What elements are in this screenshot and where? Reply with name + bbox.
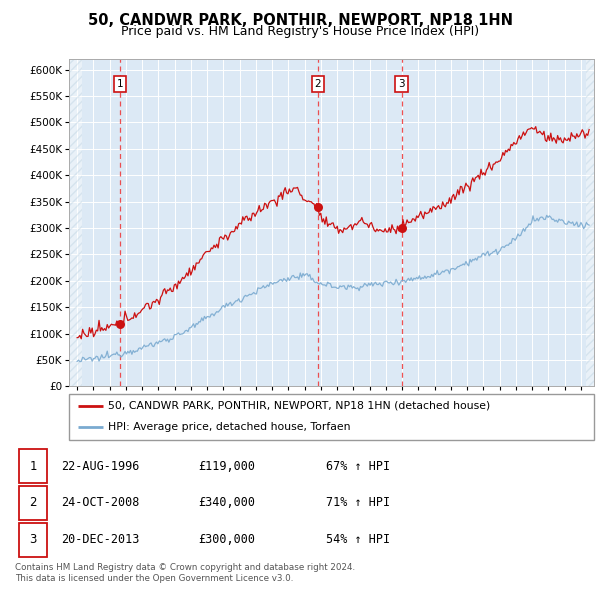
Text: HPI: Average price, detached house, Torfaen: HPI: Average price, detached house, Torf… (109, 422, 351, 432)
Text: 2: 2 (314, 79, 321, 89)
FancyBboxPatch shape (19, 449, 47, 483)
Text: 54% ↑ HPI: 54% ↑ HPI (326, 533, 391, 546)
Text: 67% ↑ HPI: 67% ↑ HPI (326, 460, 391, 473)
Text: 2: 2 (29, 496, 37, 510)
Text: 3: 3 (29, 533, 37, 546)
Text: 50, CANDWR PARK, PONTHIR, NEWPORT, NP18 1HN: 50, CANDWR PARK, PONTHIR, NEWPORT, NP18 … (88, 13, 512, 28)
Text: Contains HM Land Registry data © Crown copyright and database right 2024.
This d: Contains HM Land Registry data © Crown c… (15, 563, 355, 583)
Text: £119,000: £119,000 (198, 460, 255, 473)
Text: 3: 3 (398, 79, 405, 89)
Text: 1: 1 (29, 460, 37, 473)
Text: £300,000: £300,000 (198, 533, 255, 546)
Text: 71% ↑ HPI: 71% ↑ HPI (326, 496, 391, 510)
FancyBboxPatch shape (69, 394, 594, 440)
Text: 22-AUG-1996: 22-AUG-1996 (61, 460, 140, 473)
Text: 50, CANDWR PARK, PONTHIR, NEWPORT, NP18 1HN (detached house): 50, CANDWR PARK, PONTHIR, NEWPORT, NP18 … (109, 401, 491, 411)
FancyBboxPatch shape (19, 486, 47, 520)
Text: Price paid vs. HM Land Registry's House Price Index (HPI): Price paid vs. HM Land Registry's House … (121, 25, 479, 38)
Text: 1: 1 (117, 79, 124, 89)
Text: 24-OCT-2008: 24-OCT-2008 (61, 496, 140, 510)
Text: £340,000: £340,000 (198, 496, 255, 510)
Text: 20-DEC-2013: 20-DEC-2013 (61, 533, 140, 546)
FancyBboxPatch shape (19, 523, 47, 557)
